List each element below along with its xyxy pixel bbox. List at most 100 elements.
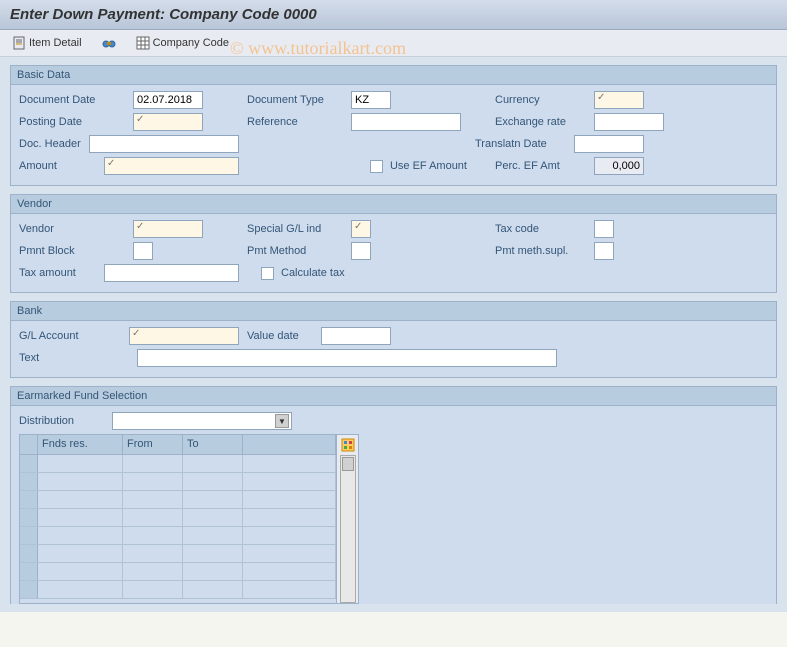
- cell-from[interactable]: [123, 473, 183, 490]
- document-icon: [12, 36, 26, 50]
- pmt-meth-supl-input[interactable]: [594, 242, 614, 260]
- document-date-input[interactable]: [133, 91, 203, 109]
- distribution-dropdown[interactable]: ▼: [112, 412, 292, 430]
- binoculars-button[interactable]: [98, 34, 120, 52]
- pmt-meth-supl-label: Pmt meth.supl.: [495, 245, 590, 257]
- exchange-rate-input[interactable]: [594, 113, 664, 131]
- row-selector[interactable]: [20, 545, 38, 562]
- bank-header: Bank: [11, 302, 776, 321]
- distribution-label: Distribution: [19, 415, 104, 427]
- gl-account-label: G/L Account: [19, 330, 125, 342]
- amount-input[interactable]: [104, 157, 239, 175]
- cell-fnds[interactable]: [38, 491, 123, 508]
- cell-from[interactable]: [123, 545, 183, 562]
- cell-to[interactable]: [183, 527, 243, 544]
- pmnt-block-label: Pmnt Block: [19, 245, 129, 257]
- doc-header-label: Doc. Header: [19, 138, 85, 150]
- cell-fnds[interactable]: [38, 545, 123, 562]
- row-selector[interactable]: [20, 491, 38, 508]
- table-row[interactable]: [20, 563, 336, 581]
- gl-account-input[interactable]: [129, 327, 239, 345]
- dropdown-arrow-icon: ▼: [275, 414, 289, 428]
- cell-from[interactable]: [123, 527, 183, 544]
- cell-fnds[interactable]: [38, 509, 123, 526]
- tax-amount-label: Tax amount: [19, 267, 100, 279]
- row-selector[interactable]: [20, 509, 38, 526]
- cell-to[interactable]: [183, 491, 243, 508]
- pmt-method-input[interactable]: [351, 242, 371, 260]
- cell-spacer: [243, 563, 336, 580]
- document-type-input[interactable]: [351, 91, 391, 109]
- table-row[interactable]: [20, 527, 336, 545]
- cell-fnds[interactable]: [38, 563, 123, 580]
- col-fnds-header[interactable]: Fnds res.: [38, 435, 123, 454]
- cell-spacer: [243, 581, 336, 598]
- cell-from[interactable]: [123, 563, 183, 580]
- tax-amount-input[interactable]: [104, 264, 239, 282]
- text-label: Text: [19, 352, 129, 364]
- cell-to[interactable]: [183, 473, 243, 490]
- company-code-label: Company Code: [153, 37, 229, 49]
- table-row[interactable]: [20, 581, 336, 599]
- vendor-input[interactable]: [133, 220, 203, 238]
- earmarked-table: Fnds res. From To: [19, 434, 359, 604]
- company-code-button[interactable]: Company Code: [132, 34, 233, 52]
- table-row[interactable]: [20, 473, 336, 491]
- table-config-icon[interactable]: [340, 437, 356, 453]
- bank-group: Bank G/L Account Value date Text: [10, 301, 777, 378]
- pmnt-block-input[interactable]: [133, 242, 153, 260]
- vendor-label: Vendor: [19, 223, 129, 235]
- cell-to[interactable]: [183, 545, 243, 562]
- use-ef-amount-label: Use EF Amount: [390, 160, 467, 172]
- table-scrollbar[interactable]: [340, 455, 356, 603]
- text-input[interactable]: [137, 349, 557, 367]
- cell-to[interactable]: [183, 455, 243, 472]
- table-row[interactable]: [20, 509, 336, 527]
- scroll-thumb[interactable]: [342, 457, 354, 471]
- vendor-group: Vendor Vendor Special G/L ind Tax code: [10, 194, 777, 293]
- calculate-tax-checkbox[interactable]: [261, 267, 274, 280]
- grid-icon: [136, 36, 150, 50]
- col-from-header[interactable]: From: [123, 435, 183, 454]
- cell-from[interactable]: [123, 509, 183, 526]
- special-gl-label: Special G/L ind: [247, 223, 347, 235]
- col-to-header[interactable]: To: [183, 435, 243, 454]
- amount-label: Amount: [19, 160, 100, 172]
- table-row[interactable]: [20, 455, 336, 473]
- value-date-input[interactable]: [321, 327, 391, 345]
- row-selector-header[interactable]: [20, 435, 38, 454]
- currency-input[interactable]: [594, 91, 644, 109]
- row-selector[interactable]: [20, 581, 38, 598]
- posting-date-label: Posting Date: [19, 116, 129, 128]
- row-selector[interactable]: [20, 527, 38, 544]
- toolbar: Item Detail Company Code: [0, 30, 787, 57]
- posting-date-input[interactable]: [133, 113, 203, 131]
- special-gl-input[interactable]: [351, 220, 371, 238]
- cell-fnds[interactable]: [38, 455, 123, 472]
- reference-label: Reference: [247, 116, 347, 128]
- cell-to[interactable]: [183, 563, 243, 580]
- table-row[interactable]: [20, 545, 336, 563]
- translatn-date-input[interactable]: [574, 135, 644, 153]
- currency-label: Currency: [495, 94, 590, 106]
- cell-to[interactable]: [183, 581, 243, 598]
- cell-from[interactable]: [123, 491, 183, 508]
- use-ef-amount-checkbox[interactable]: [370, 160, 383, 173]
- reference-input[interactable]: [351, 113, 461, 131]
- doc-header-input[interactable]: [89, 135, 239, 153]
- tax-code-input[interactable]: [594, 220, 614, 238]
- pmt-method-label: Pmt Method: [247, 245, 347, 257]
- item-detail-button[interactable]: Item Detail: [8, 34, 86, 52]
- row-selector[interactable]: [20, 455, 38, 472]
- cell-to[interactable]: [183, 509, 243, 526]
- cell-from[interactable]: [123, 455, 183, 472]
- basic-data-group: Basic Data Document Date Document Type C…: [10, 65, 777, 186]
- cell-fnds[interactable]: [38, 473, 123, 490]
- row-selector[interactable]: [20, 563, 38, 580]
- document-type-label: Document Type: [247, 94, 347, 106]
- cell-fnds[interactable]: [38, 527, 123, 544]
- table-row[interactable]: [20, 491, 336, 509]
- cell-from[interactable]: [123, 581, 183, 598]
- row-selector[interactable]: [20, 473, 38, 490]
- cell-fnds[interactable]: [38, 581, 123, 598]
